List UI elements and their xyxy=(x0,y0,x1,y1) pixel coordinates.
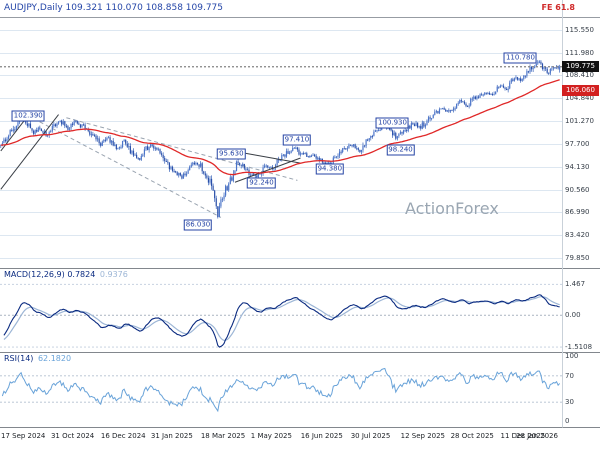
macd-label: MACD(12,26,9) xyxy=(4,270,65,279)
macd-signal-value: 0.9376 xyxy=(99,270,128,279)
ma-price-tag: 106.060 xyxy=(562,84,599,96)
current-price-tag: 109.775 xyxy=(562,61,599,73)
watermark: ActionForex xyxy=(405,199,499,218)
macd-value: 0.7824 xyxy=(67,270,96,279)
rsi-label: RSI(14) xyxy=(4,354,34,363)
rsi-pane-label: RSI(14) 62.1820 xyxy=(4,354,71,363)
macd-pane-label: MACD(12,26,9) 0.7824 0.9376 xyxy=(4,270,128,279)
symbol-ohlc-text: AUDJPY,Daily 109.321 110.070 108.858 109… xyxy=(4,3,224,13)
chart-title: AUDJPY,Daily 109.321 110.070 108.858 109… xyxy=(4,3,223,13)
fib-extension-label: FE 61.8 xyxy=(541,3,575,12)
rsi-value: 62.1820 xyxy=(37,354,72,363)
